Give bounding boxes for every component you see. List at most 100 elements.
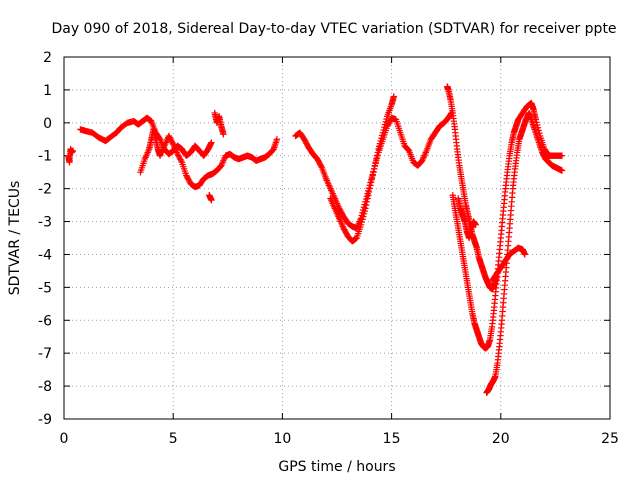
data-point	[405, 146, 412, 154]
data-point	[167, 135, 174, 142]
data-point	[358, 218, 365, 226]
x-tick-label: 25	[601, 431, 619, 447]
data-point	[364, 195, 371, 202]
data-point	[177, 156, 184, 163]
data-point	[343, 230, 350, 237]
data-point	[369, 172, 376, 179]
data-point	[376, 140, 384, 147]
data-point	[69, 147, 76, 154]
data-point	[375, 145, 382, 153]
data-point	[341, 226, 348, 233]
data-point	[372, 159, 379, 166]
data-point	[185, 176, 192, 183]
y-tick-label: -8	[38, 379, 52, 395]
x-tick-label: 10	[273, 431, 291, 447]
data-point	[184, 175, 191, 182]
plot-frame	[63, 56, 611, 420]
data-point	[472, 221, 479, 229]
data-point	[367, 182, 374, 189]
data-point	[558, 152, 566, 159]
data-point	[370, 168, 377, 176]
data-point	[365, 192, 372, 199]
data-point	[382, 118, 389, 125]
data-point	[378, 132, 386, 139]
data-point	[301, 136, 308, 143]
data-point	[273, 136, 281, 143]
data-point	[338, 209, 345, 216]
data-point	[360, 210, 368, 218]
data-point	[377, 137, 384, 145]
data-point	[303, 141, 311, 148]
data-point	[366, 185, 373, 192]
data-point	[167, 136, 175, 144]
data-point	[317, 162, 325, 170]
data-point	[370, 165, 378, 173]
y-tick-label: 0	[43, 116, 52, 132]
data-point	[362, 201, 370, 209]
data-point	[360, 213, 367, 220]
data-point	[361, 207, 368, 215]
data-point	[380, 126, 387, 134]
data-series-ppte	[65, 83, 566, 396]
data-point	[303, 140, 310, 147]
x-tick-label: 5	[169, 431, 178, 447]
x-tick-label: 20	[492, 431, 510, 447]
data-point	[374, 149, 381, 156]
data-point	[373, 152, 381, 159]
data-point	[302, 138, 309, 146]
data-point	[371, 162, 379, 169]
data-point	[166, 134, 173, 141]
y-tick-label: 2	[43, 50, 52, 66]
data-point	[368, 178, 375, 186]
y-tick-label: -4	[38, 247, 52, 263]
data-point	[314, 155, 321, 163]
y-axis-label: SDTVAR / TECUs	[7, 181, 23, 296]
data-point	[381, 121, 389, 128]
data-point	[373, 155, 380, 163]
y-tick-label: -7	[38, 346, 52, 362]
data-point	[381, 124, 388, 131]
y-tick-label: -1	[38, 149, 52, 165]
data-point	[183, 173, 191, 181]
data-point	[314, 157, 322, 164]
data-point	[174, 150, 181, 158]
y-tick-label: -2	[38, 182, 52, 198]
data-point	[169, 139, 176, 147]
x-axis-label: GPS time / hours	[278, 459, 395, 475]
x-tick-label: 15	[383, 431, 401, 447]
data-point	[165, 132, 173, 140]
data-point	[362, 205, 369, 212]
data-point	[168, 138, 175, 145]
data-point	[368, 175, 376, 182]
y-tick-label: -5	[38, 280, 52, 296]
y-tick-label: -3	[38, 215, 52, 231]
data-point	[317, 161, 324, 168]
data-point	[383, 115, 390, 123]
data-point	[178, 157, 185, 165]
data-point	[175, 153, 183, 161]
data-point	[390, 93, 397, 100]
data-point	[521, 251, 529, 258]
data-point	[365, 188, 373, 196]
data-point	[220, 131, 227, 138]
data-point	[357, 221, 365, 229]
x-tick-label: 0	[60, 431, 69, 447]
data-point	[558, 167, 566, 174]
data-point	[208, 196, 215, 204]
data-point	[376, 143, 383, 150]
data-point	[363, 198, 371, 205]
y-tick-label: -6	[38, 313, 52, 329]
data-point	[301, 137, 309, 144]
data-point	[359, 216, 366, 223]
data-point	[176, 154, 183, 162]
data-point	[341, 227, 349, 235]
data-point	[342, 229, 349, 236]
data-point	[208, 139, 215, 146]
data-point	[340, 224, 347, 232]
chart-title: Day 090 of 2018, Sidereal Day-to-day VTE…	[51, 21, 616, 37]
grid	[64, 57, 610, 419]
data-point	[186, 177, 193, 185]
data-point	[378, 134, 385, 142]
y-tick-label: 1	[43, 83, 52, 99]
